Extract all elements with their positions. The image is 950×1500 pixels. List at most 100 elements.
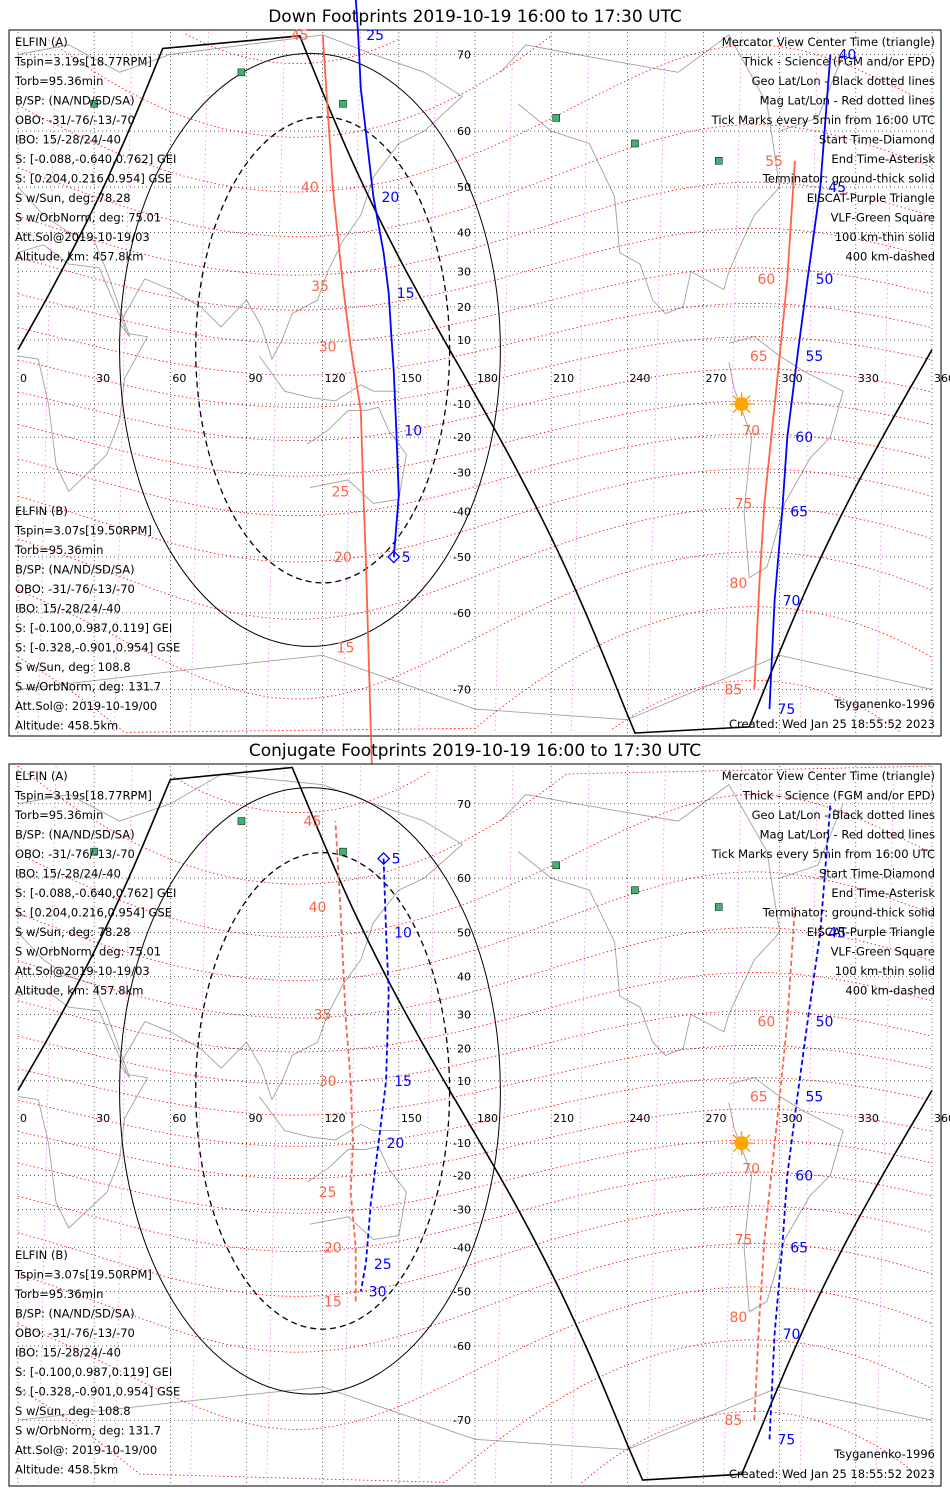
coastline (500, 784, 781, 1056)
vlf-station-square (714, 157, 723, 165)
elfin-b-info-line: Att.Sol@: 2019-10-19/00 (15, 699, 157, 713)
y-tick-label: -40 (453, 1242, 471, 1255)
track-tick-label: 40 (309, 900, 327, 916)
y-tick-label: -30 (453, 466, 471, 479)
track-tick-label: 10 (394, 925, 412, 941)
vlf-station-square (237, 68, 246, 77)
track-tick-label: 45 (291, 28, 309, 44)
coastline (779, 803, 844, 879)
track2-tick-label: 65 (750, 1089, 768, 1105)
geo-grid: 0 30 60 90 120 150 180 210 240 270 300 330 360 70 60 50… (17, 766, 950, 1484)
legend-line: Thick - Science (FGM and/or EPD) (742, 55, 935, 69)
legend-line: EISCAT-Purple Triangle (807, 925, 935, 939)
coastline (307, 1145, 407, 1240)
track-tick-label: 40 (301, 180, 319, 196)
sun-ray (746, 408, 751, 414)
x-tick-label: 240 (629, 372, 650, 385)
plot-frame (8, 29, 942, 737)
elfin-b-info-line: IBO: 15/-28/24/-40 (15, 602, 121, 616)
x-tick-label: 120 (325, 372, 346, 385)
sun-ray (746, 1147, 751, 1153)
left-info: ELFIN (A) Tspin=3.19s[18.77RPM] Torb=95.36… (14, 769, 180, 1477)
legend-line: Mag Lat/Lon - Red dotted lines (760, 94, 935, 108)
series-line-elfin-a (354, 0, 400, 557)
mag-meridian (875, 765, 895, 1485)
x-tick-label: 60 (172, 1112, 186, 1125)
y-tick-label: -70 (453, 1414, 471, 1427)
elfin-a-info-line: OBO: -31/-76/-13/-70 (15, 113, 135, 127)
x-tick-label: 330 (858, 1112, 879, 1125)
legend-line: Geo Lat/Lon - Black dotted lines (752, 74, 935, 88)
mag-parallel (581, 1410, 918, 1484)
track2-tick-label: 65 (790, 505, 808, 521)
y-tick-label: -10 (453, 1137, 471, 1150)
mag-meridian (418, 765, 438, 1485)
legend-line: 400 km-dashed (845, 984, 935, 998)
x-tick-label: 240 (629, 1112, 650, 1125)
legend-line: Mag Lat/Lon - Red dotted lines (760, 828, 935, 842)
mag-parallel (17, 1286, 933, 1430)
fov-100km (119, 52, 501, 647)
mag-parallel (17, 336, 933, 408)
coastline (779, 54, 844, 132)
vlf-station-square (631, 139, 639, 148)
vlf-station-square (339, 100, 347, 108)
chart-marks: 5 10 15 20 25 30 75 70 65 60 55 50 45 40 10 15 20 25 30 35 4… (17, 0, 933, 827)
mag-meridian (190, 765, 209, 1485)
y-tick-label: -40 (453, 506, 471, 519)
legend-line: 100 km-thin solid (835, 230, 935, 244)
y-tick-label: -70 (453, 683, 471, 696)
fov-100km (119, 787, 501, 1395)
mag-parallel (17, 1205, 933, 1297)
legend-line: Start Time-Diamond (819, 867, 935, 881)
sun-ray (732, 1147, 738, 1153)
track-tick-label: 15 (397, 286, 415, 302)
x-tick-label: 360 (934, 372, 950, 385)
track2-tick-label: 85 (724, 682, 742, 698)
elfin-a-info-line: Torb=95.36min (14, 808, 103, 822)
legend-line: End Time-Asterisk (831, 152, 935, 166)
elfin-a-info-line: IBO: 15/-28/24/-40 (15, 867, 121, 881)
elfin-b-info-line: S w/Sun, deg: 108.8 (15, 660, 131, 674)
y-tick-label: 50 (457, 926, 471, 939)
elfin-a-title: ELFIN (A) (15, 35, 68, 49)
x-tick-label: 270 (706, 1112, 727, 1125)
elfin-b-info-line: Att.Sol@: 2019-10-19/00 (15, 1443, 157, 1457)
elfin-b-info-line: S w/Sun, deg: 108.8 (15, 1404, 131, 1418)
track2-tick-label: 45 (828, 925, 846, 941)
coastline (258, 1096, 399, 1141)
legend-line: Tick Marks every 5min from 16:00 UTC (711, 113, 935, 127)
terminator-line (17, 35, 933, 734)
x-tick-label: 30 (96, 372, 110, 385)
track2-tick-label: 55 (805, 1089, 823, 1105)
track2-tick-label: 75 (778, 1432, 796, 1448)
track-tick-label: 10 (404, 423, 422, 439)
y-tick-label: -60 (453, 607, 471, 620)
track-tick-label: 25 (331, 484, 349, 500)
track2-tick-label: 70 (742, 423, 760, 439)
x-tick-label: 300 (782, 1112, 803, 1125)
x-tick-label: 300 (782, 372, 803, 385)
coastline (17, 654, 933, 721)
track-tick-label: 20 (387, 1136, 405, 1152)
mag-grid (17, 31, 933, 735)
mag-parallel (17, 1139, 933, 1214)
elfin-b-info-line: B/SP: (NA/ND/SD/SA) (15, 563, 135, 577)
mag-meridian (190, 31, 209, 735)
fov-400km (195, 116, 451, 584)
elfin-a-info-line: Altitude, km: 457.8km (15, 984, 143, 998)
x-tick-label: 150 (401, 372, 422, 385)
mag-parallel (17, 1171, 933, 1253)
track2-tick-label: 70 (783, 1327, 801, 1343)
vlf-station-square (714, 903, 723, 911)
track-tick-label: 25 (366, 28, 384, 44)
legend-line: VLF-Green Square (831, 945, 935, 959)
x-tick-label: 210 (553, 1112, 574, 1125)
legend-line: End Time-Asterisk (831, 886, 935, 900)
x-tick-label: 210 (553, 372, 574, 385)
mag-meridian (418, 31, 438, 735)
y-tick-label: 60 (457, 872, 471, 885)
elfin-b-title: ELFIN (B) (15, 504, 68, 518)
x-tick-label: 120 (325, 1112, 346, 1125)
